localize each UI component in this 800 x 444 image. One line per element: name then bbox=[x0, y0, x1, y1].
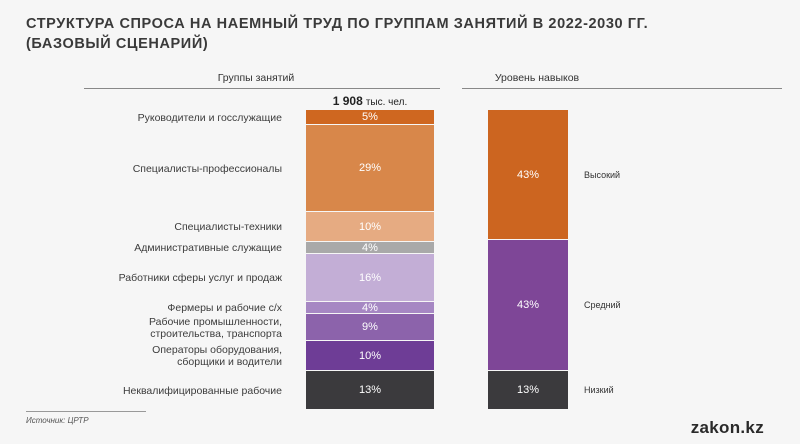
group-category-label: Рабочие промышленности, строительства, тр… bbox=[148, 315, 282, 340]
group-bar-segment: 29% bbox=[306, 125, 434, 212]
skill-bar-value-label: 13% bbox=[516, 383, 540, 396]
group-category-label: Операторы оборудования, сборщики и водите… bbox=[152, 344, 282, 368]
skill-bar-value-label: 43% bbox=[516, 168, 540, 181]
skill-bar-segment: 43% bbox=[488, 110, 568, 241]
chart-title: СТРУКТУРА СПРОСА НА НАЕМНЫЙ ТРУД ПО ГРУП… bbox=[26, 14, 726, 54]
source-note: Источник: ЦРТР bbox=[26, 416, 89, 425]
skill-level-label: Высокий bbox=[584, 170, 621, 181]
skills-column-header: Уровень навыков bbox=[494, 72, 580, 84]
group-category-label: Административные служащие bbox=[134, 242, 282, 254]
group-bar-value-label: 10% bbox=[358, 349, 382, 362]
skill-level-label: Средний bbox=[584, 300, 621, 311]
group-category-label: Руководители и госслужащие bbox=[137, 111, 282, 124]
source-divider bbox=[26, 411, 146, 412]
skill-level-label: Низкий bbox=[584, 385, 614, 396]
group-bar-segment: 13% bbox=[306, 371, 434, 410]
group-bar-segment: 10% bbox=[306, 341, 434, 371]
group-bar-value-label: 10% bbox=[358, 220, 382, 233]
skill-bar-value-label: 43% bbox=[516, 298, 540, 311]
total-unit: тыс. чел. bbox=[365, 97, 408, 108]
zakon-logo: zakon.kz bbox=[690, 418, 764, 437]
total-value: 1 908 bbox=[332, 94, 363, 108]
group-bar-segment: 16% bbox=[306, 254, 434, 302]
skill-bar-segment: 43% bbox=[488, 240, 568, 371]
skill-bar-segment: 13% bbox=[488, 370, 568, 410]
group-bar-segment: 4% bbox=[306, 242, 434, 254]
group-bar-segment: 9% bbox=[306, 314, 434, 341]
total-label: 1 908 тыс. чел. bbox=[306, 94, 434, 108]
groups-header-rule bbox=[84, 88, 440, 89]
group-bar-segment: 4% bbox=[306, 302, 434, 314]
group-category-label: Работники сферы услуг и продаж bbox=[118, 272, 282, 284]
group-bar-segment: 10% bbox=[306, 212, 434, 242]
chart-title-line2: (БАЗОВЫЙ СЦЕНАРИЙ) bbox=[26, 36, 209, 52]
group-bar-value-label: 4% bbox=[362, 301, 378, 314]
skills-header-rule bbox=[462, 88, 782, 89]
group-bar-value-label: 29% bbox=[358, 162, 382, 174]
group-category-label: Специалисты-профессионалы bbox=[132, 162, 282, 175]
chart-title-line1: СТРУКТУРА СПРОСА НА НАЕМНЫЙ ТРУД ПО ГРУП… bbox=[26, 16, 649, 32]
groups-column-header: Группы занятий bbox=[217, 72, 295, 84]
group-category-label: Специалисты-техники bbox=[174, 221, 282, 233]
group-bar-value-label: 4% bbox=[362, 241, 378, 254]
group-bar-value-label: 13% bbox=[358, 384, 382, 396]
group-bar-value-label: 16% bbox=[358, 271, 382, 284]
group-bar-value-label: 9% bbox=[362, 321, 378, 333]
group-category-label: Неквалифицированные рабочие bbox=[122, 384, 282, 397]
group-category-label: Фермеры и рабочие с/х bbox=[167, 302, 282, 314]
group-bar-segment: 5% bbox=[306, 110, 434, 125]
group-bar-value-label: 5% bbox=[362, 111, 378, 123]
